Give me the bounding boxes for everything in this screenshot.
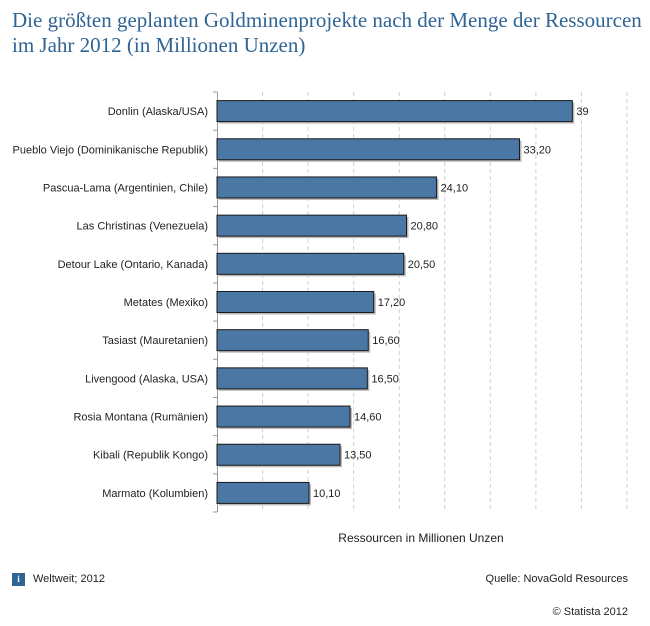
value-label: 39 [576,106,588,118]
bar [216,481,310,504]
bar [216,443,341,466]
category-label: Detour Lake (Ontario, Kanada) [58,259,208,271]
bar [216,367,368,390]
chart-title: Die größten geplanten Goldminenprojekte … [12,8,642,57]
source-link[interactable]: Quelle: NovaGold Resources [485,573,628,585]
bar [216,214,408,237]
category-label: Pueblo Viejo (Dominikanische Republik) [13,144,208,156]
value-label: 17,20 [378,297,406,309]
category-label: Livengood (Alaska, USA) [85,373,208,385]
category-label: Pascua-Lama (Argentinien, Chile) [43,182,208,194]
category-label: Marmato (Kolumbien) [102,488,208,500]
value-label: 20,80 [411,221,439,233]
category-label: Donlin (Alaska/USA) [108,106,208,118]
value-label: 14,60 [354,412,382,424]
value-label: 24,10 [441,182,469,194]
category-label: Tasiast (Mauretanien) [102,335,208,347]
bar [216,405,351,428]
category-label: Las Christinas (Venezuela) [77,221,208,233]
category-label: Kibali (Republik Kongo) [93,450,208,462]
value-label: 10,10 [313,488,341,500]
category-label: Rosia Montana (Rumänien) [73,412,208,424]
bar [216,252,405,275]
bar [216,329,369,352]
value-label: 16,60 [372,335,400,347]
value-label: 13,50 [344,450,372,462]
bar [216,138,520,161]
copyright: © Statista 2012 [552,606,628,618]
info-icon[interactable]: i [12,573,25,586]
region-note: Weltweit; 2012 [33,573,105,585]
value-label: 16,50 [371,373,399,385]
value-label: 33,20 [523,144,551,156]
bar [216,100,573,123]
category-label: Metates (Mexiko) [124,297,208,309]
x-axis-label: Ressourcen in Millionen Unzen [338,531,503,545]
bar [216,176,438,199]
value-label: 20,50 [408,259,436,271]
bar [216,291,375,313]
